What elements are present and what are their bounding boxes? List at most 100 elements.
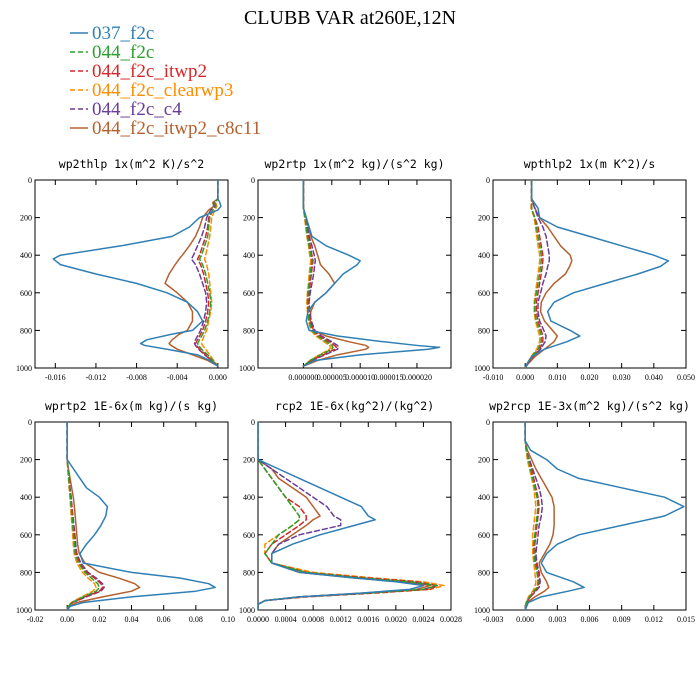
y-tick-label: 1000: [16, 364, 32, 373]
y-tick-label: 400: [20, 251, 32, 260]
plot-frame: [257, 179, 452, 369]
legend-label: 037_f2c: [92, 23, 154, 44]
y-tick-label: 1000: [16, 606, 32, 615]
x-tick-label: 0.0012: [330, 615, 352, 624]
legend-entry: 044_f2c_itwp2_c8c11: [70, 118, 261, 139]
y-tick-label: 600: [478, 289, 490, 298]
series-line-037-f2c: [524, 180, 670, 368]
plot-frame: [492, 179, 687, 369]
series-group: [52, 180, 222, 367]
series-line-044-f2c-itwp2: [302, 180, 338, 367]
x-tick-label: -0.010: [483, 373, 504, 382]
series-line-044-f2c-c4: [524, 180, 551, 368]
series-line-044-f2c-clearwp3: [200, 180, 219, 367]
x-tick-label: -0.004: [167, 373, 188, 382]
x-tick-label: 0.020: [581, 373, 599, 382]
panel-grid: wp2thlp 1x(m^2 K)/s^2 -0.016 -0.012 -0.008 -…: [16, 157, 695, 624]
x-tick-label: 0.0004: [275, 615, 297, 624]
x-tick-label: 0.0008: [302, 615, 324, 624]
plot-frame: [257, 421, 452, 611]
x-tick-label: 0.000010: [345, 373, 375, 382]
series-line-044-f2c: [258, 422, 438, 610]
y-tick-label: 0: [486, 176, 490, 185]
series-group: [524, 422, 685, 610]
series-line-044-f2c: [302, 180, 334, 367]
figure-title: CLUBB VAR at260E,12N: [244, 7, 456, 29]
x-tick-label: 0.000: [209, 373, 227, 382]
panel-4: wprtp2 1E-6x(m kg)/(s kg) -0.02 0.00 0.02 0.…: [16, 399, 235, 624]
series-line-044-f2c-clearwp3: [302, 180, 332, 367]
y-tick-label: 1000: [239, 364, 255, 373]
y-tick-label: 200: [20, 214, 32, 223]
x-tick-label: 0.00: [60, 615, 74, 624]
x-tick-label: -0.008: [126, 373, 147, 382]
x-tick-label: 0.012: [645, 615, 663, 624]
panel-6: wp2rcp 1E-3x(m^2 kg)/(s^2 kg) -0.003 0.000…: [474, 399, 695, 624]
y-tick-label: 200: [20, 456, 32, 465]
y-tick-label: 1000: [474, 606, 490, 615]
y-tick-label: 1000: [239, 606, 255, 615]
x-tick-label: 0.015: [677, 615, 695, 624]
series-line-044-f2c-itwp2-c8c11: [164, 180, 219, 367]
x-tick-label: 0.030: [613, 373, 631, 382]
x-tick-label: -0.012: [86, 373, 107, 382]
x-tick-label: 0.050: [677, 373, 695, 382]
panel-2: wp2rtp 1x(m^2 kg)/(s^2 kg)0.0000000.0000…: [239, 157, 452, 382]
y-tick-label: 1000: [474, 364, 490, 373]
legend: 037_f2c044_f2c044_f2c_itwp2044_f2c_clear…: [70, 23, 261, 139]
series-line-044-f2c: [66, 422, 101, 610]
panel-title: wprtp2 1E-6x(m kg)/(s kg): [45, 399, 218, 413]
y-tick-label: 600: [20, 531, 32, 540]
legend-label: 044_f2c_itwp2_c8c11: [92, 118, 261, 139]
series-line-037-f2c: [524, 422, 685, 610]
panel-3: wpthlp2 1x(m K^2)/s -0.010 0.000 0.010 0.020…: [474, 157, 695, 382]
y-tick-label: 200: [243, 456, 255, 465]
x-tick-label: 0.06: [157, 615, 171, 624]
y-tick-label: 800: [20, 568, 32, 577]
series-line-044-f2c: [196, 180, 219, 367]
series-line-044-f2c-itwp2-c8c11: [524, 180, 573, 368]
legend-label: 044_f2c_clearwp3: [92, 80, 233, 101]
panel-5: rcp2 1E-6x(kg^2)/(kg^2) 0.0000 0.0004 0.000…: [239, 399, 462, 624]
y-tick-label: 400: [243, 251, 255, 260]
series-line-037-f2c: [302, 180, 441, 367]
series-group: [524, 180, 670, 368]
x-tick-label: 0.0000: [247, 615, 269, 624]
series-line-044-f2c-itwp2-c8c11: [66, 422, 141, 610]
x-tick-label: 0.000015: [374, 373, 404, 382]
series-line-044-f2c-itwp2-c8c11: [524, 422, 555, 610]
x-tick-label: 0.0024: [412, 615, 434, 624]
legend-label: 044_f2c_itwp2: [92, 61, 207, 82]
plot-frame: [492, 421, 687, 611]
panel-1: wp2thlp 1x(m^2 K)/s^2 -0.016 -0.012 -0.008 -…: [16, 157, 229, 382]
y-tick-label: 400: [478, 493, 490, 502]
series-line-044-f2c-c4: [524, 422, 544, 610]
legend-label: 044_f2c: [92, 42, 154, 63]
x-tick-label: -0.016: [45, 373, 66, 382]
x-tick-label: 0.040: [645, 373, 663, 382]
y-tick-label: 600: [478, 531, 490, 540]
series-group: [302, 180, 441, 367]
y-tick-label: 0: [251, 176, 255, 185]
y-tick-label: 200: [478, 214, 490, 223]
x-tick-label: -0.003: [483, 615, 504, 624]
series-line-044-f2c-clearwp3: [524, 422, 537, 610]
x-tick-label: 0.02: [92, 615, 106, 624]
y-tick-label: 800: [243, 326, 255, 335]
x-tick-label: 0.010: [548, 373, 566, 382]
series-group: [66, 422, 216, 610]
x-tick-label: 0.000: [516, 373, 534, 382]
legend-entry: 037_f2c: [70, 23, 154, 44]
series-line-044-f2c: [524, 422, 539, 610]
y-tick-label: 0: [486, 418, 490, 427]
x-tick-label: -0.02: [27, 615, 44, 624]
x-tick-label: 0.000020: [402, 373, 432, 382]
y-tick-label: 0: [28, 176, 32, 185]
series-group: [258, 422, 445, 610]
legend-entry: 044_f2c_clearwp3: [70, 80, 233, 101]
panel-title: wp2rtp 1x(m^2 kg)/(s^2 kg): [264, 157, 444, 171]
y-tick-label: 800: [20, 326, 32, 335]
legend-entry: 044_f2c_c4: [70, 99, 182, 120]
y-tick-label: 0: [28, 418, 32, 427]
x-tick-label: 0.003: [548, 615, 566, 624]
